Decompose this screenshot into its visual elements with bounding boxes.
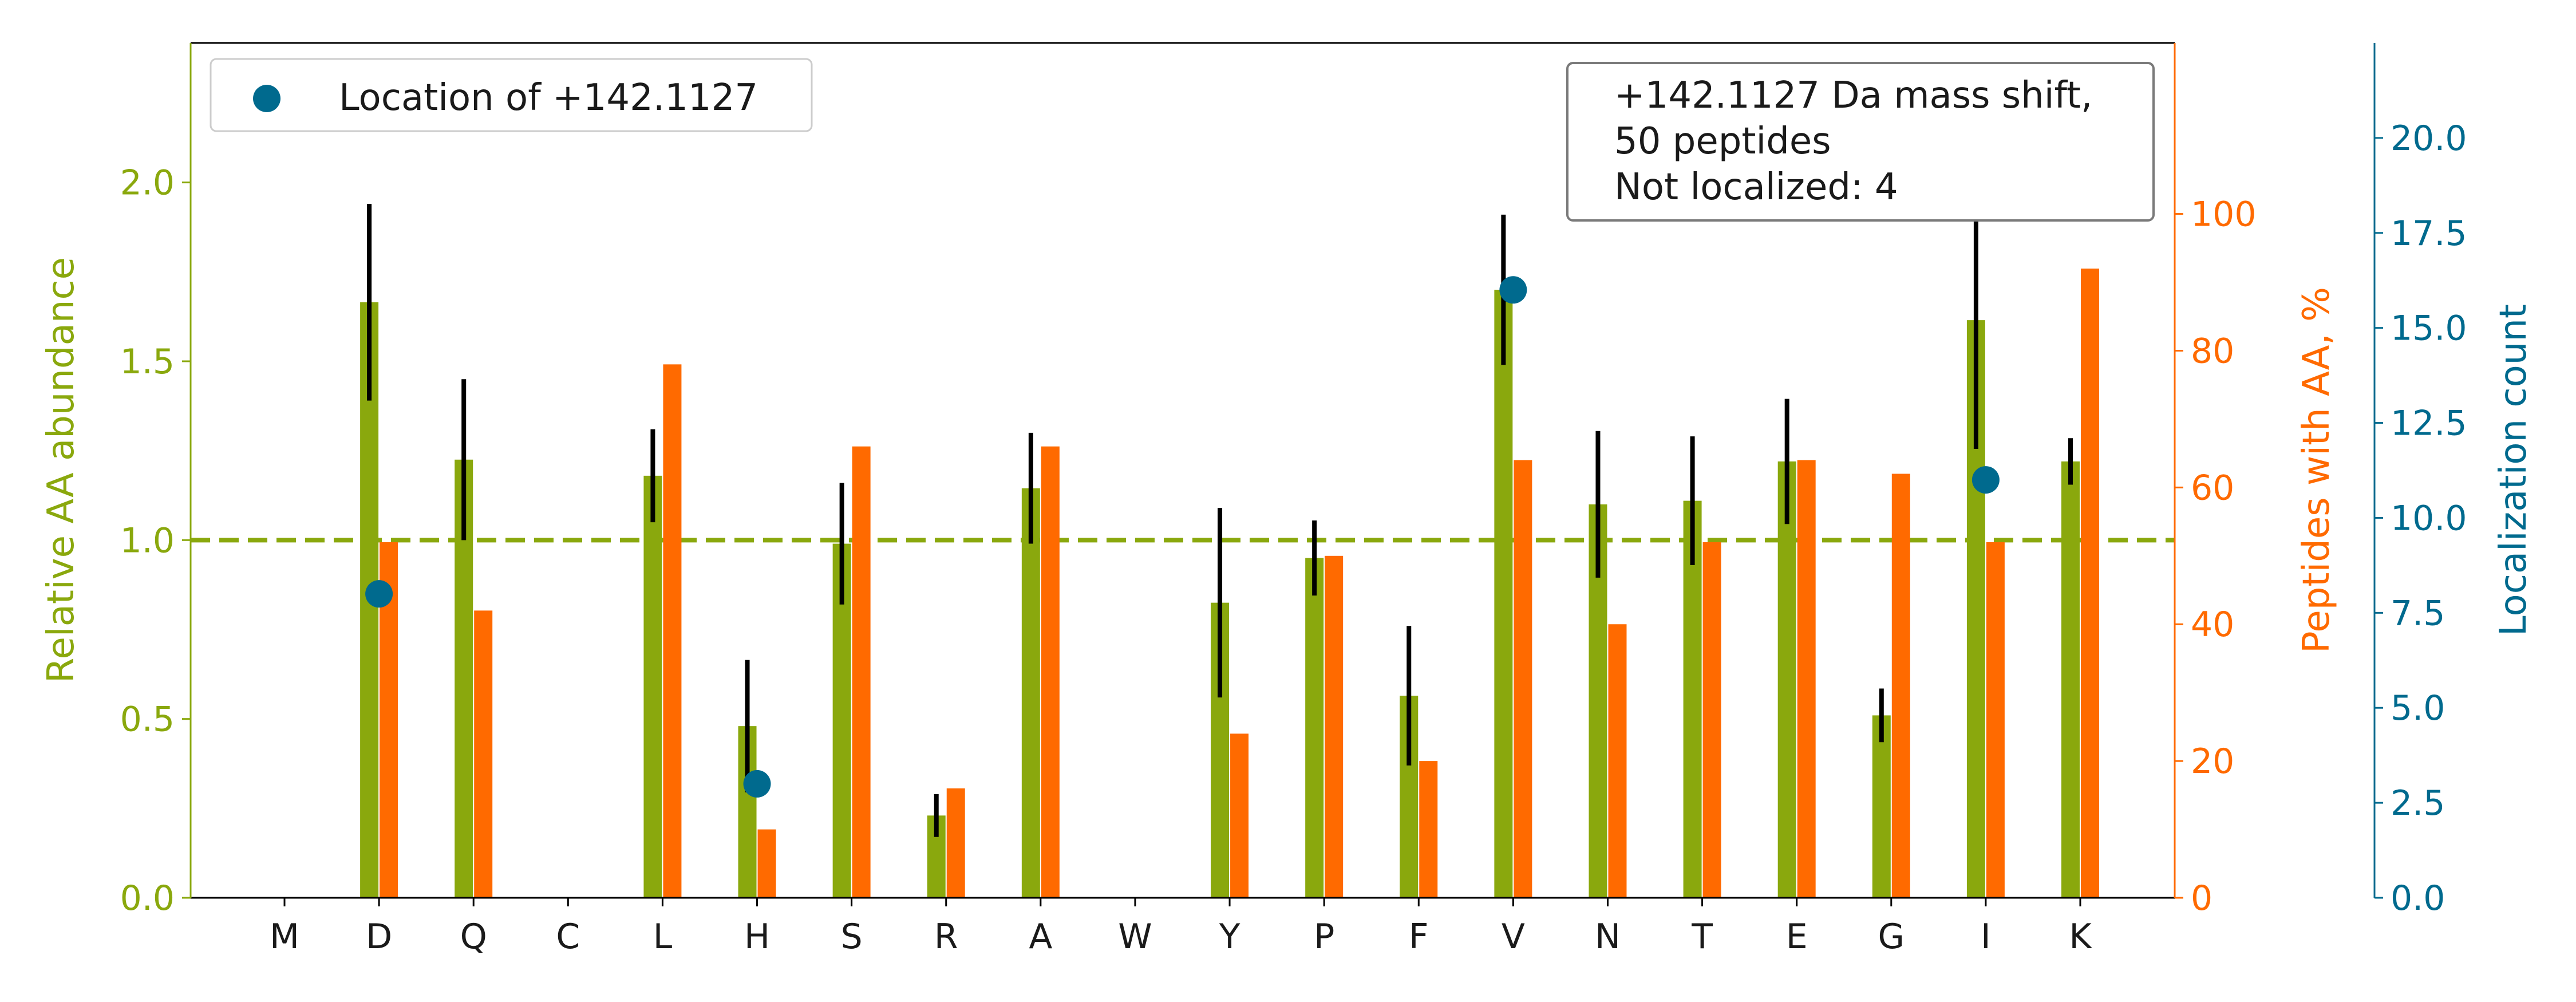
x-tick-label-F: F bbox=[1409, 917, 1429, 957]
x-tick-label-S: S bbox=[841, 917, 863, 957]
far-right-y-tick-label: 10.0 bbox=[2391, 498, 2467, 538]
legend: Location of +142.1127 bbox=[210, 58, 813, 132]
far-right-y-tick-label: 17.5 bbox=[2391, 214, 2467, 254]
abundance-bar-G bbox=[1872, 715, 1891, 898]
info-line-2: 50 peptides bbox=[1614, 120, 1831, 163]
x-tick-label-H: H bbox=[744, 917, 770, 957]
abundance-bar-E bbox=[1777, 461, 1796, 898]
location-point-H bbox=[743, 770, 771, 798]
axes-frame bbox=[189, 42, 2376, 899]
far-right-y-tick-label: 0.0 bbox=[2391, 878, 2445, 918]
peptides-bar-R bbox=[946, 788, 965, 898]
far-right-y-ticks: 0.0 2.5 5.0 7.5 10.0 12.5 15.0 17.5 20.0 bbox=[2374, 119, 2467, 918]
abundance-bar-V bbox=[1494, 290, 1513, 898]
peptides-bar-G bbox=[1891, 474, 1910, 898]
far-right-y-tick-label: 20.0 bbox=[2391, 119, 2467, 159]
x-tick-label-Y: Y bbox=[1219, 917, 1240, 957]
x-tick-label-Q: Q bbox=[460, 917, 487, 957]
x-tick-label-E: E bbox=[1786, 917, 1808, 957]
peptides-bar-T bbox=[1702, 542, 1721, 898]
x-tick-label-L: L bbox=[653, 917, 673, 957]
right-y-tick-label: 40 bbox=[2191, 605, 2234, 645]
left-y-tick-label: 0.5 bbox=[120, 700, 175, 740]
peptides-bar-V bbox=[1514, 460, 1532, 898]
left-y-tick-label: 2.0 bbox=[120, 163, 175, 203]
far-right-y-tick-label: 7.5 bbox=[2391, 593, 2445, 633]
left-y-tick-label: 1.5 bbox=[120, 342, 175, 382]
left-y-ticks: 0.0 0.5 1.0 1.5 2.0 bbox=[120, 163, 191, 918]
location-point-I bbox=[1971, 466, 2000, 494]
x-tick-label-C: C bbox=[556, 917, 580, 957]
right-y-ticks: 0 20 40 60 80 100 bbox=[2175, 195, 2257, 918]
x-tick-label-K: K bbox=[2069, 917, 2092, 957]
right-y-tick-label: 60 bbox=[2191, 468, 2234, 508]
x-tick-label-A: A bbox=[1029, 917, 1052, 957]
info-line-1: +142.1127 Da mass shift, bbox=[1614, 74, 2092, 117]
right-y-tick-label: 20 bbox=[2191, 741, 2234, 782]
peptides-bar-H bbox=[757, 829, 776, 898]
x-tick-label-V: V bbox=[1502, 917, 1525, 957]
x-tick-label-M: M bbox=[270, 917, 299, 957]
far-right-y-tick-label: 15.0 bbox=[2391, 309, 2467, 349]
location-point-V bbox=[1499, 276, 1527, 304]
location-point-D bbox=[365, 580, 393, 608]
legend-marker bbox=[253, 85, 280, 112]
x-tick-label-W: W bbox=[1118, 917, 1152, 957]
info-box: +142.1127 Da mass shift, 50 peptides Not… bbox=[1566, 62, 2155, 222]
abundance-bar-K bbox=[2061, 461, 2080, 898]
peptides-bar-E bbox=[1797, 460, 1816, 898]
x-tick-label-D: D bbox=[366, 917, 392, 957]
far-right-y-tick-label: 5.0 bbox=[2391, 688, 2445, 728]
x-tick-label-N: N bbox=[1595, 917, 1621, 957]
info-line-3: Not localized: 4 bbox=[1614, 166, 1898, 208]
right-y-tick-label: 0 bbox=[2191, 878, 2212, 918]
peptides-bar-Y bbox=[1230, 733, 1249, 898]
peptides-bar-N bbox=[1608, 624, 1627, 898]
peptides-bar-P bbox=[1325, 555, 1344, 898]
legend-label: Location of +142.1127 bbox=[339, 77, 758, 119]
legend-box bbox=[210, 58, 813, 132]
x-tick-label-R: R bbox=[934, 917, 958, 957]
abundance-bar-L bbox=[643, 475, 662, 898]
left-y-tick-label: 0.0 bbox=[120, 878, 175, 918]
far-right-y-tick-label: 2.5 bbox=[2391, 783, 2445, 823]
x-tick-label-T: T bbox=[1691, 917, 1713, 957]
peptides-bar-Q bbox=[474, 610, 493, 898]
peptides-bar-S bbox=[852, 446, 871, 898]
abundance-bar-A bbox=[1021, 488, 1040, 898]
far-right-y-tick-label: 12.5 bbox=[2391, 404, 2467, 444]
error-bars-layer bbox=[367, 191, 2073, 837]
info-box-frame bbox=[1566, 62, 2155, 222]
far-right-axis-title: Localization count bbox=[2492, 304, 2535, 636]
peptides-bar-I bbox=[1986, 542, 2005, 898]
left-axis-title: Relative AA abundance bbox=[40, 257, 82, 683]
bars-layer bbox=[360, 269, 2099, 898]
abundance-bar-P bbox=[1305, 558, 1324, 898]
x-tick-label-I: I bbox=[1981, 917, 1991, 957]
peptides-bar-A bbox=[1041, 446, 1060, 898]
peptides-bar-L bbox=[663, 364, 682, 898]
right-y-tick-label: 100 bbox=[2191, 195, 2257, 235]
peptides-bar-K bbox=[2081, 269, 2099, 898]
peptides-bar-F bbox=[1419, 761, 1438, 898]
right-y-tick-label: 80 bbox=[2191, 331, 2234, 371]
location-points-layer bbox=[365, 276, 2000, 798]
left-y-tick-label: 1.0 bbox=[120, 520, 175, 561]
right-axis-title: Peptides with AA, % bbox=[2296, 287, 2338, 653]
x-tick-label-G: G bbox=[1878, 917, 1905, 957]
x-tick-label-P: P bbox=[1314, 917, 1334, 957]
abundance-bar-T bbox=[1683, 500, 1702, 898]
